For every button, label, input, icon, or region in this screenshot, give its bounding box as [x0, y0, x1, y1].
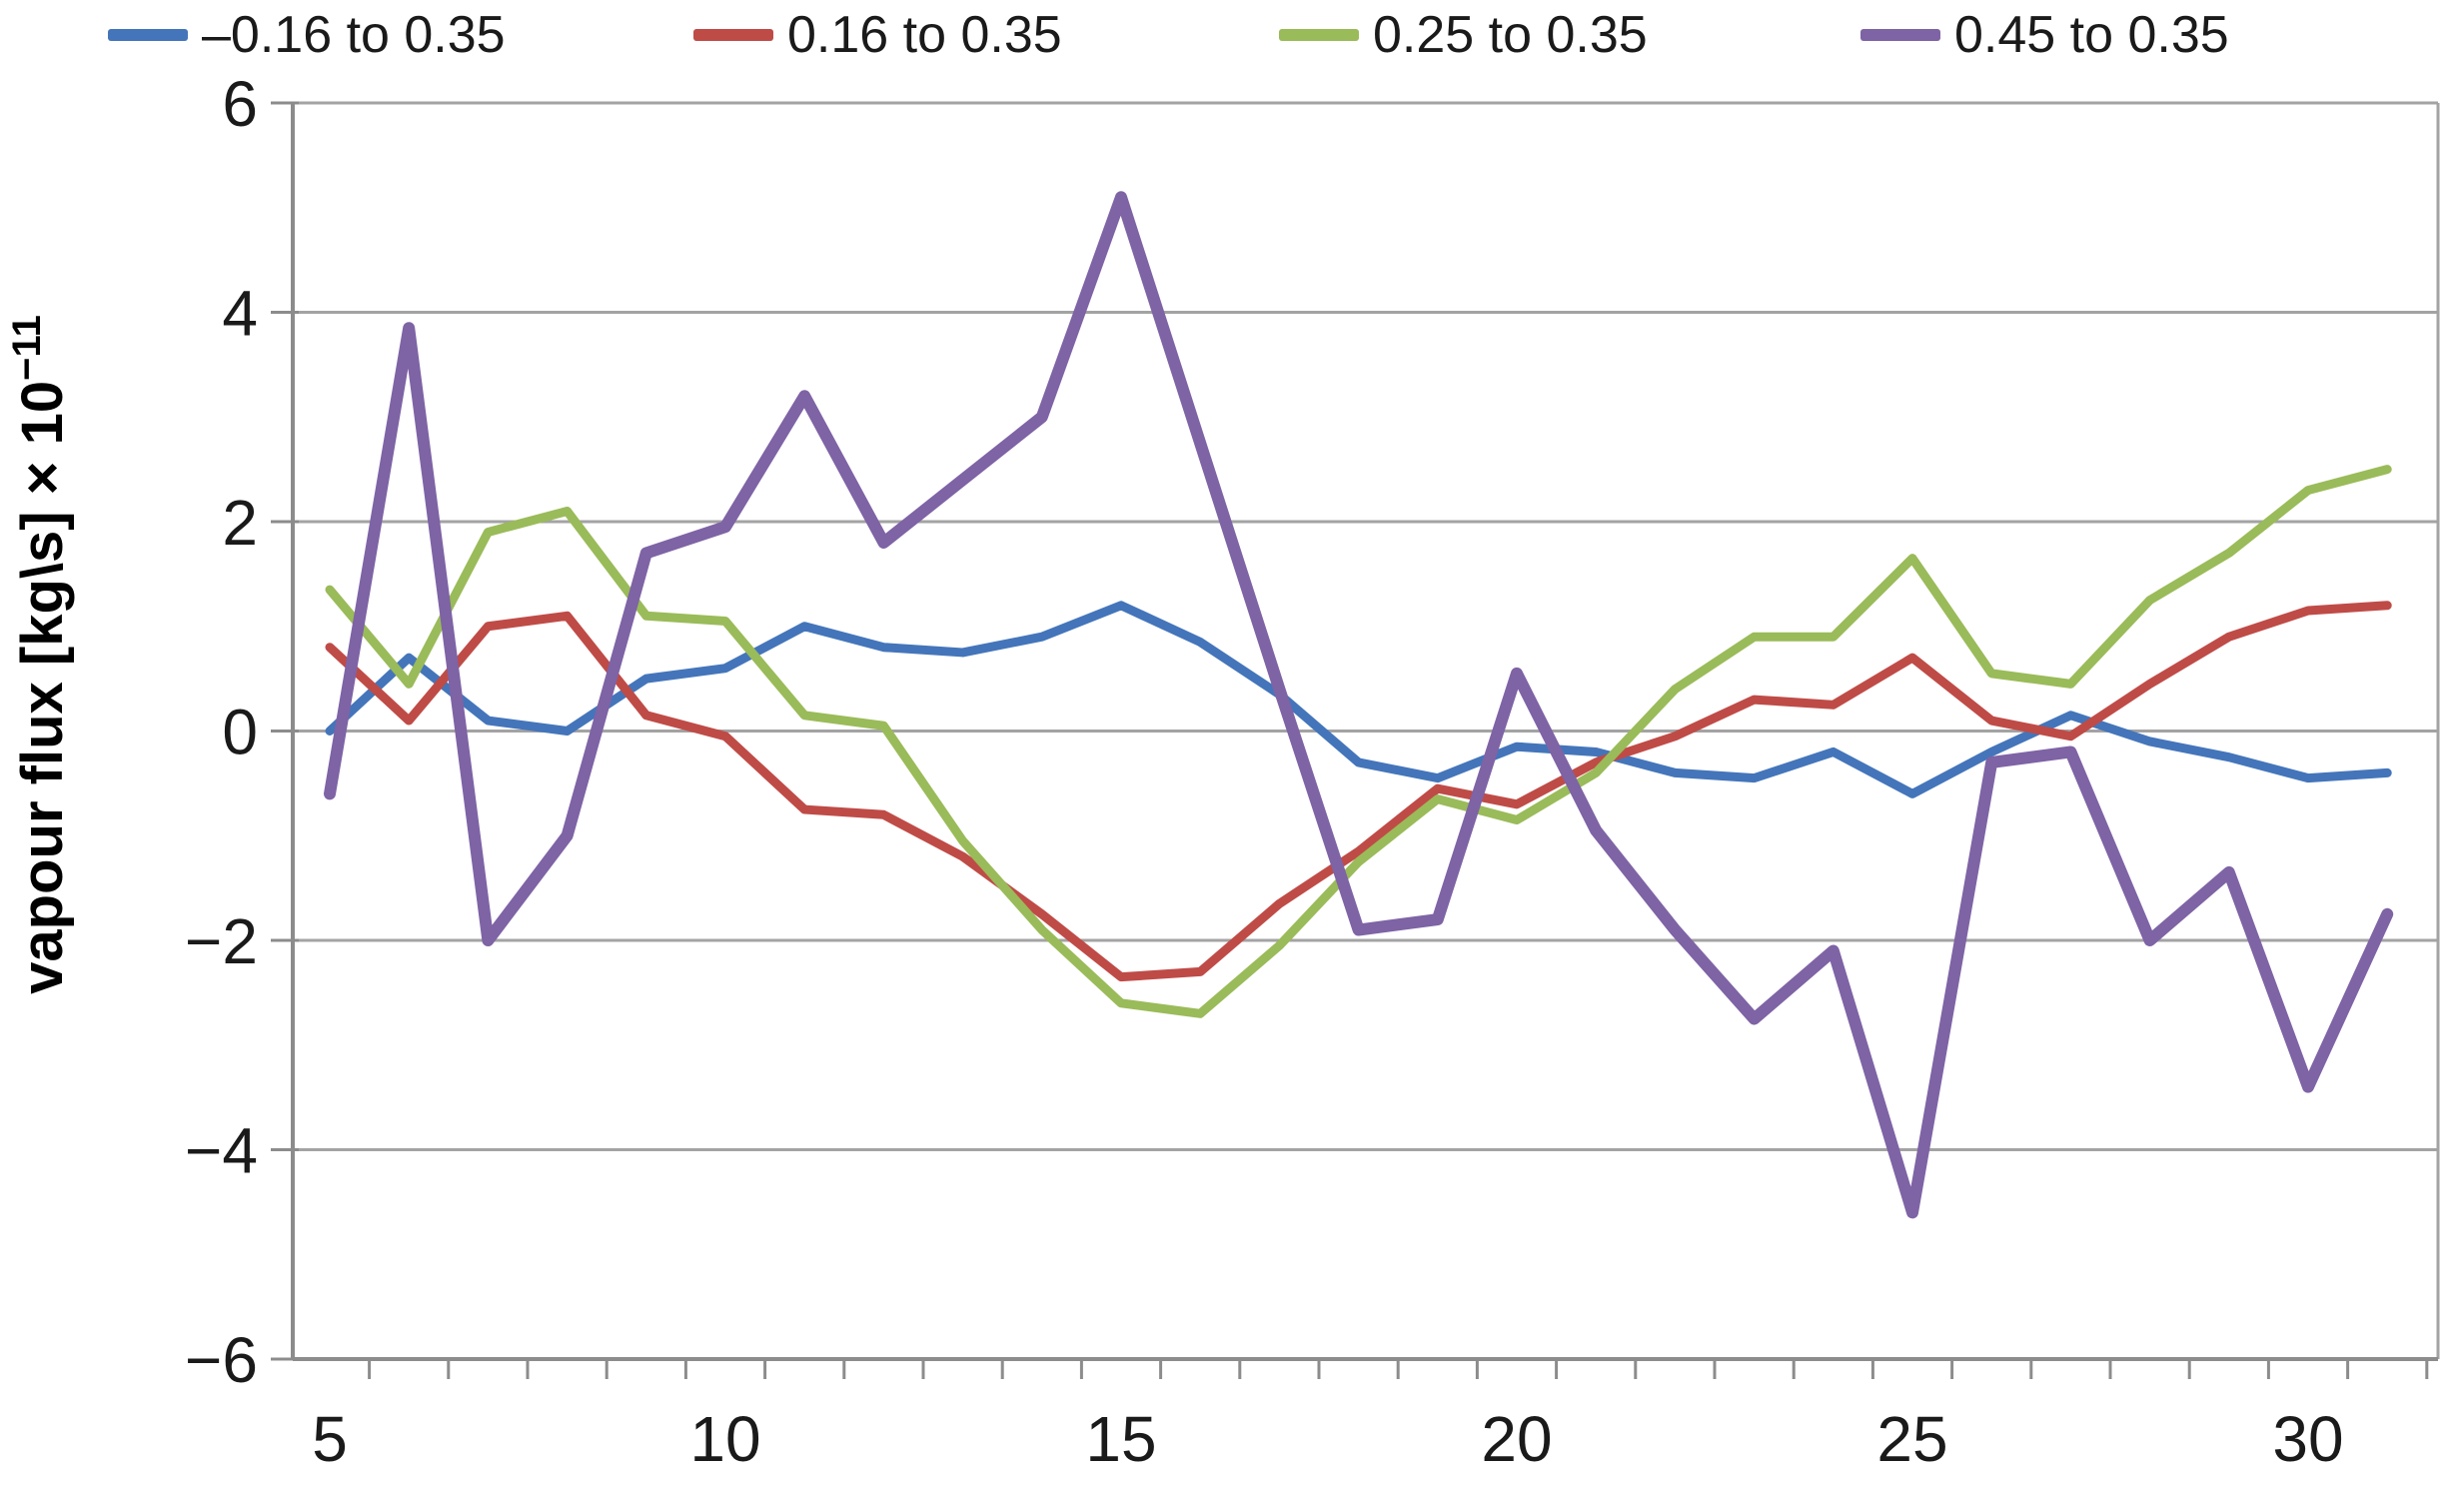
gridlines — [293, 101, 2440, 1359]
y-tick-label: 0 — [222, 697, 258, 768]
x-tick-label: 30 — [2272, 1403, 2343, 1475]
legend-line-swatch — [108, 29, 188, 41]
x-tick-label: 15 — [1085, 1403, 1156, 1475]
series-line-3 — [325, 465, 2392, 1018]
y-tick-label: 6 — [222, 68, 258, 140]
x-tick-label: 10 — [689, 1403, 760, 1475]
legend-line-swatch — [1279, 29, 1359, 41]
y-tick-label: −2 — [185, 905, 258, 977]
legend-line-swatch — [1860, 29, 1940, 41]
legend-item-2: 0.16 to 0.35 — [693, 4, 1062, 66]
y-axis-title: vapour flux [kg\s] × 10−11 — [5, 315, 75, 994]
y-tick-label: 2 — [222, 487, 258, 559]
x-tick-label: 25 — [1876, 1403, 1947, 1475]
legend-item-3: 0.25 to 0.35 — [1279, 4, 1648, 66]
legend-item-4: 0.45 to 0.35 — [1860, 4, 2229, 66]
y-tick-label: 4 — [222, 278, 258, 350]
legend-label: 0.25 to 0.35 — [1373, 6, 1648, 64]
y-tick-label: −6 — [185, 1324, 258, 1396]
series-line-2 — [325, 601, 2392, 982]
y-tick-label: −4 — [185, 1115, 258, 1187]
x-tick-label: 20 — [1481, 1403, 1552, 1475]
axes — [271, 101, 2438, 1379]
series-line-4 — [324, 191, 2394, 1219]
legend-label: 0.16 to 0.35 — [787, 6, 1062, 64]
legend-label: –0.16 to 0.35 — [202, 6, 506, 64]
chart-legend: –0.16 to 0.35 0.16 to 0.35 0.25 to 0.35 0.4… — [0, 4, 2464, 74]
series-lines — [324, 191, 2394, 1219]
x-tick-label: 5 — [312, 1403, 348, 1475]
legend-line-swatch — [693, 29, 773, 41]
legend-label: 0.45 to 0.35 — [1954, 6, 2229, 64]
legend-item-1: –0.16 to 0.35 — [108, 4, 506, 66]
